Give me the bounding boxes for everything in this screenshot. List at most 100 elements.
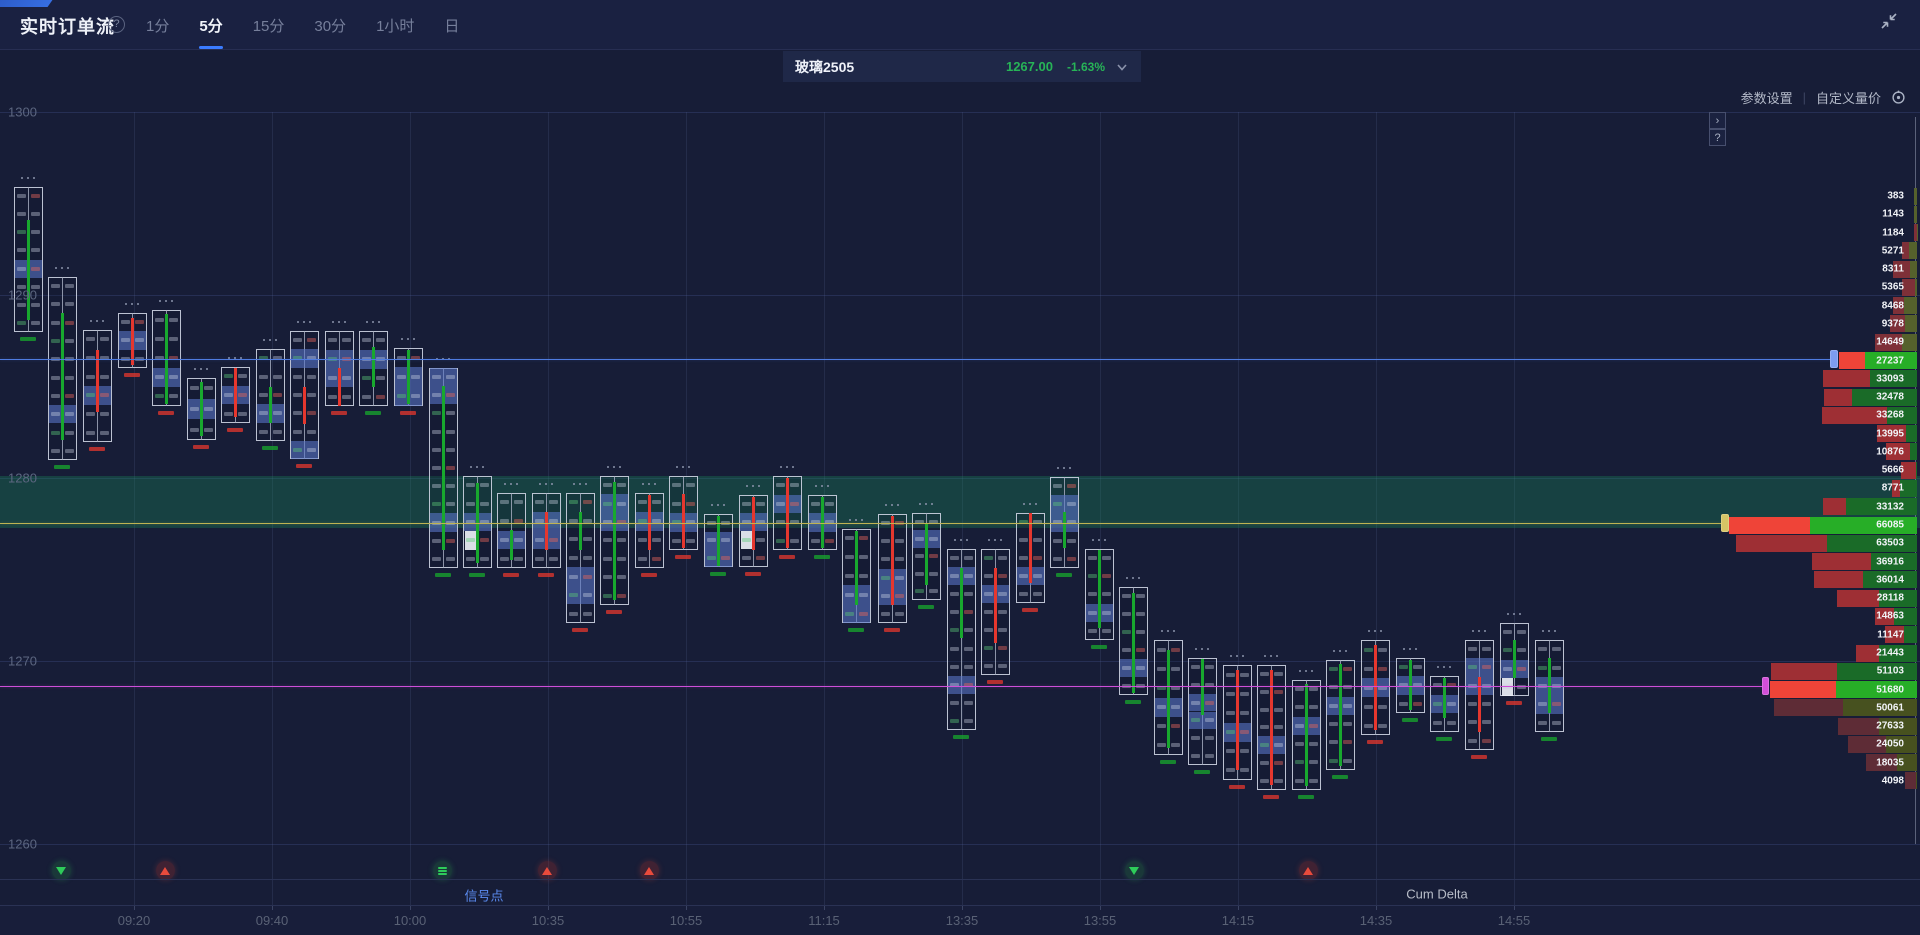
cell-volume-text (1052, 502, 1062, 507)
bid-ask-cell-row (187, 419, 216, 440)
footprint-candle (946, 539, 976, 739)
footprint-candle (324, 321, 354, 415)
corner-ribbon (0, 0, 53, 7)
param-settings-button[interactable]: 参数设置 (1740, 91, 1793, 106)
cell-volume-text (99, 355, 109, 360)
candle-body (1269, 670, 1273, 785)
expand-panel-button[interactable]: › (1709, 112, 1726, 129)
cell-volume-text (789, 538, 799, 543)
candle-body (441, 386, 445, 550)
cell-volume-text (168, 394, 178, 399)
panel-help-button[interactable]: ? (1709, 129, 1726, 146)
volume-profile-bar (1736, 534, 1917, 552)
candle-body (1477, 677, 1481, 732)
cell-volume-text (1101, 574, 1111, 579)
volume-profile-bar (1913, 224, 1917, 242)
bid-ask-cell-row (1016, 585, 1045, 603)
help-icon[interactable]: ? (108, 16, 125, 33)
cell-volume-text (513, 519, 523, 524)
cell-volume-text (602, 538, 612, 543)
cell-volume-text (568, 500, 578, 505)
candle-body (544, 512, 548, 550)
cell-volume-text (844, 536, 854, 541)
bid-ask-cell-row (1050, 495, 1079, 513)
bid-ask-cell-row (1535, 695, 1564, 713)
signal-marker-up-icon (639, 861, 659, 880)
sell-volume-segment (1901, 278, 1915, 296)
candle-body (785, 478, 789, 548)
footprint-candle (1464, 630, 1494, 759)
instrument-selector[interactable]: 玻璃2505 1267.00 -1.63% (783, 51, 1141, 82)
candle-delta-value (54, 465, 70, 469)
cell-volume-text (997, 610, 1007, 614)
candle-delta-value (606, 610, 622, 614)
delta-dots-marker (607, 466, 621, 468)
delta-dots-marker (988, 539, 1002, 541)
candle-delta-value (918, 605, 934, 609)
cell-volume-text (963, 592, 973, 597)
cell-volume-text (30, 194, 40, 199)
footprint-candle (634, 483, 664, 577)
timeframe-tab[interactable]: 30分 (314, 17, 347, 35)
bid-ask-cell-row (463, 494, 492, 512)
gear-icon[interactable] (1891, 90, 1906, 105)
volume-profile-row: 1143 (1794, 205, 1917, 223)
cell-volume-text (1398, 665, 1408, 670)
time-axis-label: 14:15 (1221, 913, 1255, 928)
cell-volume-text (272, 429, 282, 434)
bid-ask-cell-row (981, 585, 1010, 603)
cell-volume-text (602, 593, 612, 598)
bid-ask-cell-row (290, 422, 319, 440)
timeframe-tab[interactable]: 15分 (252, 17, 285, 35)
collapse-icon[interactable] (1880, 12, 1898, 30)
bid-ask-cell-row (83, 330, 112, 349)
cell-volume-text (1342, 758, 1352, 763)
buy-volume-segment (1904, 626, 1917, 644)
bid-ask-cell-row (1085, 604, 1114, 622)
bid-ask-cell-row (463, 476, 492, 494)
bid-ask-cell-row (290, 349, 319, 367)
cell-volume-text (1363, 704, 1373, 709)
timeframe-tab[interactable]: 1小时 (376, 17, 415, 35)
cell-volume-text (1363, 647, 1373, 652)
bid-ask-cell-row (1050, 477, 1079, 495)
timeframe-tab[interactable]: 1分 (146, 17, 170, 35)
bid-ask-cell-row (48, 369, 77, 387)
cell-volume-text (1446, 701, 1456, 706)
cell-volume-text (1259, 779, 1269, 784)
volume-profile-bar (1822, 498, 1917, 516)
cell-volume-text (1308, 778, 1318, 783)
volume-profile-row: 4098 (1785, 772, 1917, 790)
cell-volume-text (479, 519, 489, 524)
cell-volume-text (983, 556, 993, 560)
cell-volume-text (928, 537, 938, 542)
cell-volume-text (1328, 740, 1338, 745)
bid-ask-cell-row (704, 549, 733, 567)
volume-profile-bar (1914, 187, 1917, 205)
time-axis[interactable]: 09:20 09:40 10:00 10:35 10:55 11:15 13:35 13:55… (0, 905, 1920, 935)
sell-volume-segment (1901, 242, 1910, 260)
volume-profile-value: 21443 (1876, 647, 1904, 659)
cell-volume-text (963, 646, 973, 651)
bid-ask-cell-row (1292, 717, 1321, 735)
custom-volume-button[interactable]: 自定义量价 (1815, 91, 1881, 106)
bid-ask-cell-row (290, 368, 319, 386)
cell-volume-text (120, 320, 130, 325)
poc-yellow-line-marker (1721, 514, 1729, 532)
signal-legend-label[interactable]: 信号点 (464, 888, 504, 904)
cell-volume-text (548, 556, 558, 561)
timeframe-tab[interactable]: 日 (444, 17, 460, 35)
up-triangle-icon (160, 866, 170, 875)
cell-volume-text (258, 429, 268, 434)
delta-dots-marker (885, 504, 899, 506)
timeframe-tab[interactable]: 5分 (197, 1, 224, 50)
buy-volume-segment (1914, 187, 1917, 205)
bid-ask-cell-row (14, 260, 43, 278)
volume-profile-bar (1893, 260, 1917, 278)
volume-profile-bar (1885, 626, 1917, 644)
cell-volume-text (16, 212, 26, 217)
bid-ask-cell-row (1085, 549, 1114, 567)
volume-profile-value: 11147 (1877, 629, 1904, 641)
chevron-down-icon[interactable] (1115, 60, 1129, 74)
bid-ask-cell-row (878, 532, 907, 550)
